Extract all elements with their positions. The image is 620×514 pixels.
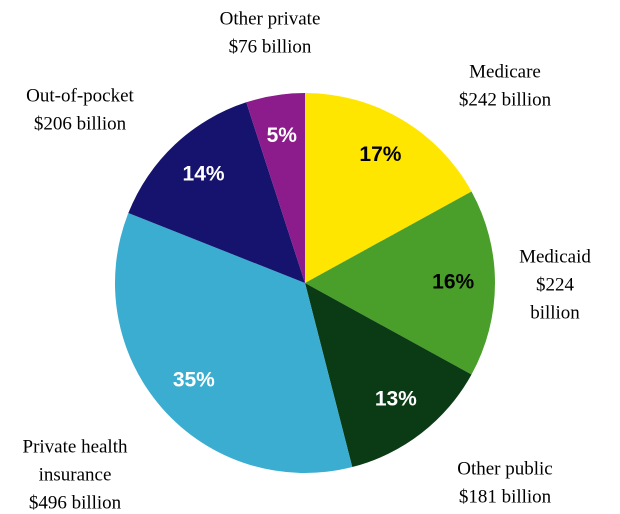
value-label: 5% [267,124,298,147]
pie-slice [305,283,472,468]
pie-slice [305,191,495,375]
category-label: $206 billion [34,113,127,134]
category-label: $76 billion [229,36,312,57]
category-label: $242 billion [459,89,552,110]
pie-slice [128,102,305,284]
value-label: 13% [375,388,417,411]
category-label: $224 [536,274,575,295]
category-label: billion [530,302,580,323]
category-label: insurance [39,464,112,485]
value-label: 17% [359,143,401,166]
category-label: Out-of-pocket [26,85,134,106]
pie-slice [305,93,472,283]
value-label: 35% [173,369,215,392]
category-label: Medicaid [519,246,591,267]
category-label: Other public [457,458,553,479]
category-label: Medicare [469,61,541,82]
pie-slice [246,93,305,283]
category-label: Private health [23,436,128,457]
value-label: 16% [432,271,474,294]
category-label: Other private [220,8,321,29]
category-label: $181 billion [459,486,552,507]
category-label: $496 billion [29,492,122,513]
pie-slice [115,213,353,474]
value-label: 14% [183,163,225,186]
